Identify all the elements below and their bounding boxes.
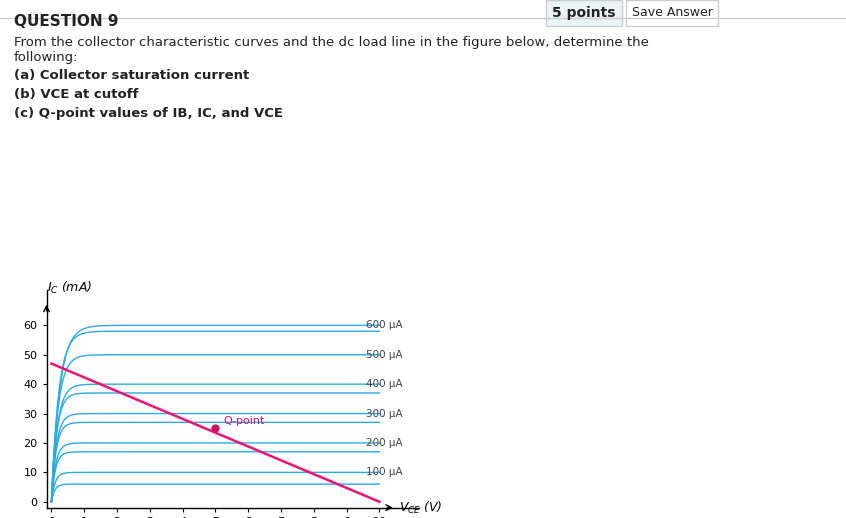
Text: QUESTION 9: QUESTION 9 — [14, 14, 118, 29]
Text: From the collector characteristic curves and the dc load line in the figure belo: From the collector characteristic curves… — [14, 36, 649, 49]
Text: $I_C$ (mA): $I_C$ (mA) — [47, 280, 92, 296]
Text: 200 μA: 200 μA — [366, 438, 403, 448]
Text: $V_{CE}$ (V): $V_{CE}$ (V) — [399, 499, 442, 516]
Text: (c) Q-point values of IB, IC, and VCE: (c) Q-point values of IB, IC, and VCE — [14, 107, 283, 120]
Text: Q-point: Q-point — [223, 416, 265, 426]
Text: 600 μA: 600 μA — [366, 320, 403, 330]
Text: (b) VCE at cutoff: (b) VCE at cutoff — [14, 88, 139, 101]
Text: 500 μA: 500 μA — [366, 350, 403, 360]
Text: (a) Collector saturation current: (a) Collector saturation current — [14, 69, 250, 82]
FancyBboxPatch shape — [546, 0, 622, 26]
Text: 100 μA: 100 μA — [366, 467, 403, 478]
FancyBboxPatch shape — [626, 0, 718, 26]
Text: 400 μA: 400 μA — [366, 379, 403, 389]
Text: Save Answer: Save Answer — [632, 7, 712, 20]
Text: following:: following: — [14, 51, 79, 64]
Text: 300 μA: 300 μA — [366, 409, 403, 419]
Text: 5 points: 5 points — [552, 6, 616, 20]
